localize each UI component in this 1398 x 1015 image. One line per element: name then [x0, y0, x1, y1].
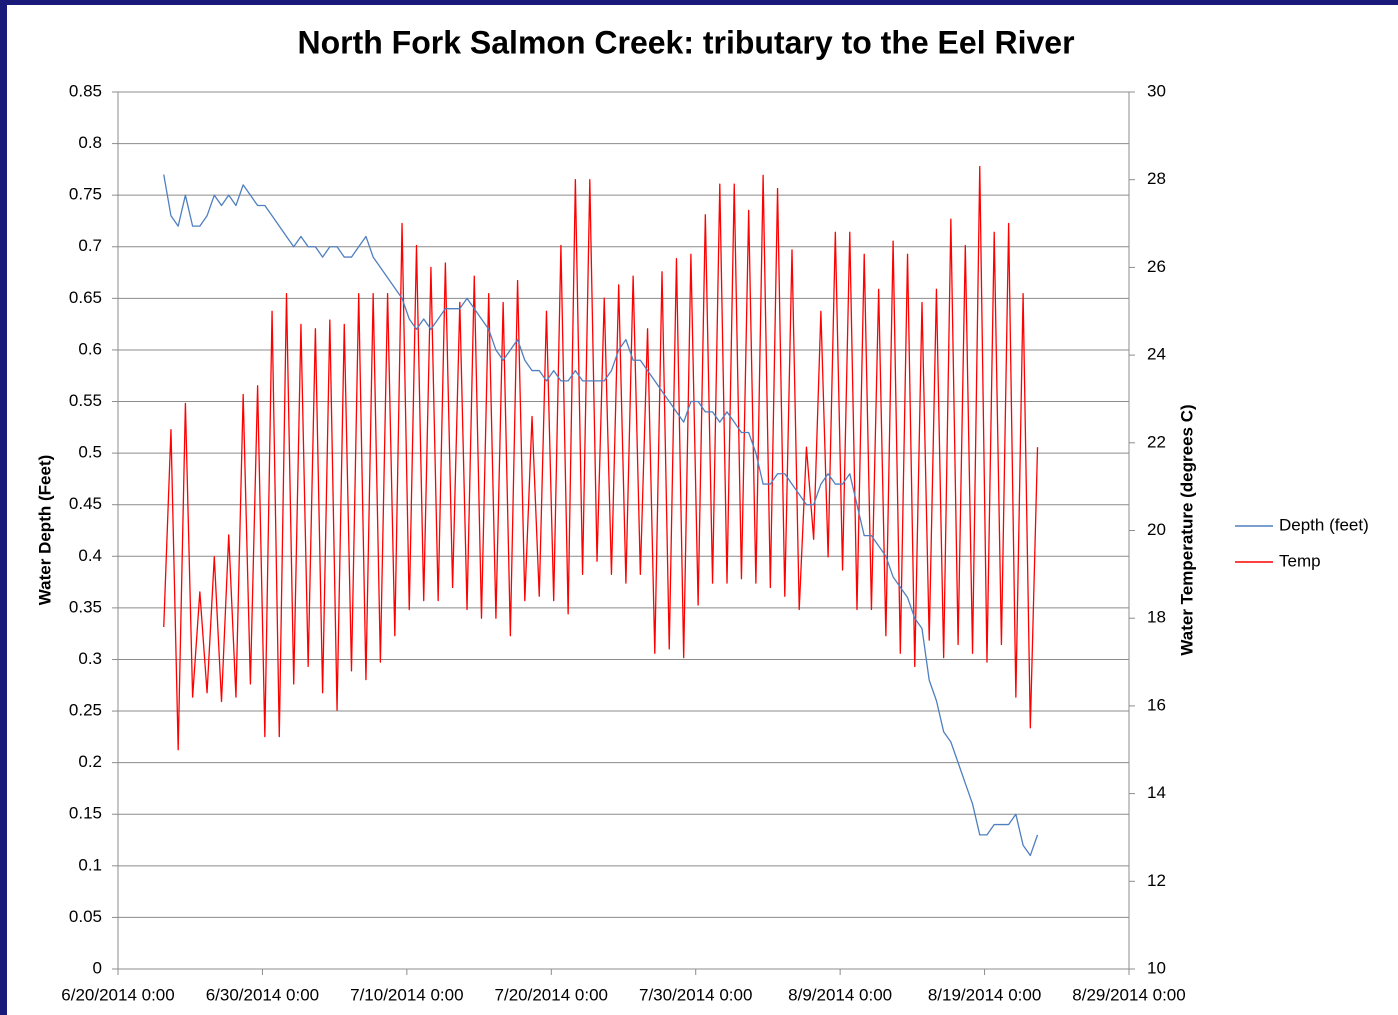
y-tick-label: 0.5: [78, 443, 102, 462]
y2-tick-label: 26: [1147, 257, 1166, 276]
y-tick-label: 0.75: [69, 185, 102, 204]
x-tick-label: 7/30/2014 0:00: [639, 985, 752, 1004]
x-tick-label: 8/19/2014 0:00: [928, 985, 1041, 1004]
y-tick-label: 0.2: [78, 752, 102, 771]
x-tick-label: 6/30/2014 0:00: [206, 985, 319, 1004]
y-tick-label: 0.7: [78, 236, 102, 255]
y-tick-label: 0.1: [78, 855, 102, 874]
y-tick-label: 0.8: [78, 133, 102, 152]
y2-tick-label: 10: [1147, 958, 1166, 977]
y2-tick-label: 28: [1147, 169, 1166, 188]
y-tick-label: 0.65: [69, 288, 102, 307]
y-tick-label: 0.4: [78, 546, 102, 565]
legend-label: Depth (feet): [1279, 515, 1369, 534]
legend-label: Temp: [1279, 551, 1321, 570]
x-tick-label: 6/20/2014 0:00: [61, 985, 174, 1004]
y-tick-label: 0.85: [69, 81, 102, 100]
frame-left: [0, 0, 7, 1015]
chart-title: North Fork Salmon Creek: tributary to th…: [297, 24, 1074, 60]
y-tick-label: 0.3: [78, 649, 102, 668]
y-tick-label: 0.05: [69, 907, 102, 926]
frame-top: [0, 0, 1398, 5]
x-tick-label: 8/29/2014 0:00: [1072, 985, 1185, 1004]
x-tick-label: 7/10/2014 0:00: [350, 985, 463, 1004]
y2-tick-label: 30: [1147, 81, 1166, 100]
y2-tick-label: 24: [1147, 345, 1166, 364]
y-tick-label: 0: [93, 958, 102, 977]
y2-tick-label: 18: [1147, 608, 1166, 627]
data-line: [163, 165, 1039, 751]
y-tick-label: 0.45: [69, 494, 102, 513]
y2-tick-label: 14: [1147, 783, 1166, 802]
y-tick-label: 0.6: [78, 339, 102, 358]
y2-tick-label: 16: [1147, 695, 1166, 714]
y-tick-label: 0.25: [69, 701, 102, 720]
y-tick-label: 0.15: [69, 804, 102, 823]
y2-tick-label: 22: [1147, 432, 1166, 451]
y2-tick-label: 20: [1147, 520, 1166, 539]
y-tick-label: 0.55: [69, 391, 102, 410]
data-line: [163, 174, 1039, 857]
y-axis-label: Water Depth (Feet): [35, 455, 54, 606]
x-tick-label: 8/9/2014 0:00: [788, 985, 892, 1004]
y2-tick-label: 12: [1147, 871, 1166, 890]
y2-axis-label: Water Temperature (degrees C): [1177, 404, 1196, 655]
y-tick-label: 0.35: [69, 597, 102, 616]
x-tick-label: 7/20/2014 0:00: [495, 985, 608, 1004]
